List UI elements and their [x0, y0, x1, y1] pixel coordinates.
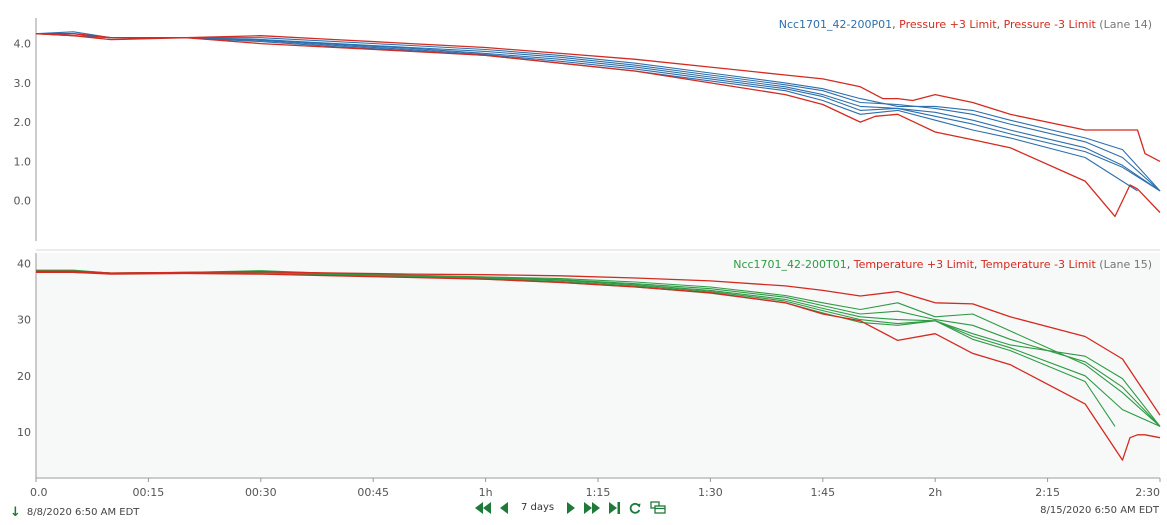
temperature-panel-background	[36, 253, 1160, 477]
time-x-ticks: 0.0 00:15 00:30 00:45 1h 1:15 1:30 1:45 2h 2:15 2:…	[30, 478, 1161, 499]
pressure-legend: Ncc1701_42-200P01, Pressure +3 Limit, Pr…	[779, 18, 1152, 31]
x-tick-label: 00:15	[133, 486, 165, 499]
pressure-legend-upper-limit[interactable]: Pressure +3 Limit	[899, 18, 997, 31]
pressure-series-line[interactable]	[35, 33, 1138, 192]
temperature-y-tick-label: 40	[17, 257, 31, 270]
x-tick-label: 1:30	[698, 486, 723, 499]
x-tick-label: 1:15	[586, 486, 611, 499]
temperature-legend-lower-limit[interactable]: Temperature -3 Limit	[980, 258, 1097, 271]
pressure-y-tick-label: 2.0	[14, 116, 32, 129]
temperature-limit-line[interactable]	[36, 270, 1161, 416]
start-time-label: 8/8/2020 6:50 AM EDT	[26, 507, 140, 518]
start-time[interactable]: ↓ 8/8/2020 6:50 AM EDT	[10, 505, 139, 520]
temperature-legend-series[interactable]: Ncc1701_42-200T01	[733, 258, 847, 271]
temperature-y-tick-label: 30	[17, 314, 31, 327]
pressure-y-tick-label: 4.0	[14, 38, 32, 51]
overlay-icon[interactable]	[650, 501, 666, 514]
temperature-y-tick-label: 10	[17, 426, 31, 439]
x-tick-label: 00:30	[245, 486, 277, 499]
pressure-lines	[35, 31, 1161, 218]
temperature-legend: Ncc1701_42-200T01, Temperature +3 Limit,…	[733, 258, 1152, 271]
down-arrow-icon: ↓	[10, 505, 21, 520]
time-navigation: 7 days	[475, 501, 666, 514]
temperature-legend-upper-limit[interactable]: Temperature +3 Limit	[853, 258, 975, 271]
step-back-icon[interactable]	[500, 501, 508, 514]
pressure-y-tick-label: 3.0	[14, 77, 32, 90]
temperature-y-ticks: 10 20 30 40	[17, 257, 31, 439]
step-forward-icon[interactable]	[567, 501, 576, 514]
trend-chart: 0.0 1.0 2.0 3.0 4.0 10 20 30 40 0.0 00:15 00:30 00…	[14, 18, 1161, 499]
pressure-series-line[interactable]	[36, 33, 1161, 192]
fast-forward-icon[interactable]	[584, 501, 601, 514]
skip-to-end-icon[interactable]	[609, 501, 621, 514]
x-tick-label: 2h	[928, 486, 942, 499]
rewind-icon[interactable]	[475, 501, 491, 514]
pressure-limit-line[interactable]	[35, 33, 1161, 218]
x-tick-label: 2:15	[1035, 486, 1060, 499]
pressure-series-line[interactable]	[35, 33, 1161, 192]
temperature-lines	[36, 269, 1161, 461]
refresh-icon[interactable]	[629, 502, 641, 514]
x-tick-label: 2:30	[1135, 486, 1160, 499]
time-range-footer: ↓ 8/8/2020 6:50 AM EDT 7 days 8/15/2020 …	[0, 500, 1167, 525]
temperature-y-tick-label: 20	[17, 370, 31, 383]
x-tick-label: 1:45	[810, 486, 835, 499]
pressure-y-tick-label: 0.0	[14, 195, 32, 208]
pressure-legend-series[interactable]: Ncc1701_42-200P01	[779, 18, 892, 31]
x-tick-label: 00:45	[357, 486, 389, 499]
pressure-series-line[interactable]	[35, 31, 1161, 192]
pressure-legend-lower-limit[interactable]: Pressure -3 Limit	[1004, 18, 1097, 31]
time-span-label[interactable]: 7 days	[521, 502, 555, 513]
x-tick-label: 1h	[479, 486, 493, 499]
pressure-y-ticks: 0.0 1.0 2.0 3.0 4.0	[14, 38, 32, 208]
temperature-limit-line[interactable]	[36, 271, 1161, 461]
x-tick-label: 0.0	[30, 486, 48, 499]
pressure-series-line[interactable]	[36, 33, 1161, 192]
end-time-label[interactable]: 8/15/2020 6:50 AM EDT	[1040, 505, 1159, 516]
pressure-y-tick-label: 1.0	[14, 155, 32, 168]
pressure-limit-line[interactable]	[36, 33, 1161, 162]
